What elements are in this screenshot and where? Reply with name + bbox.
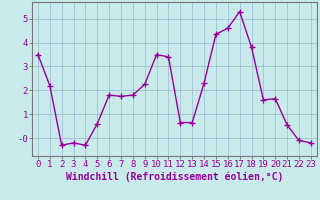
- X-axis label: Windchill (Refroidissement éolien,°C): Windchill (Refroidissement éolien,°C): [66, 172, 283, 182]
